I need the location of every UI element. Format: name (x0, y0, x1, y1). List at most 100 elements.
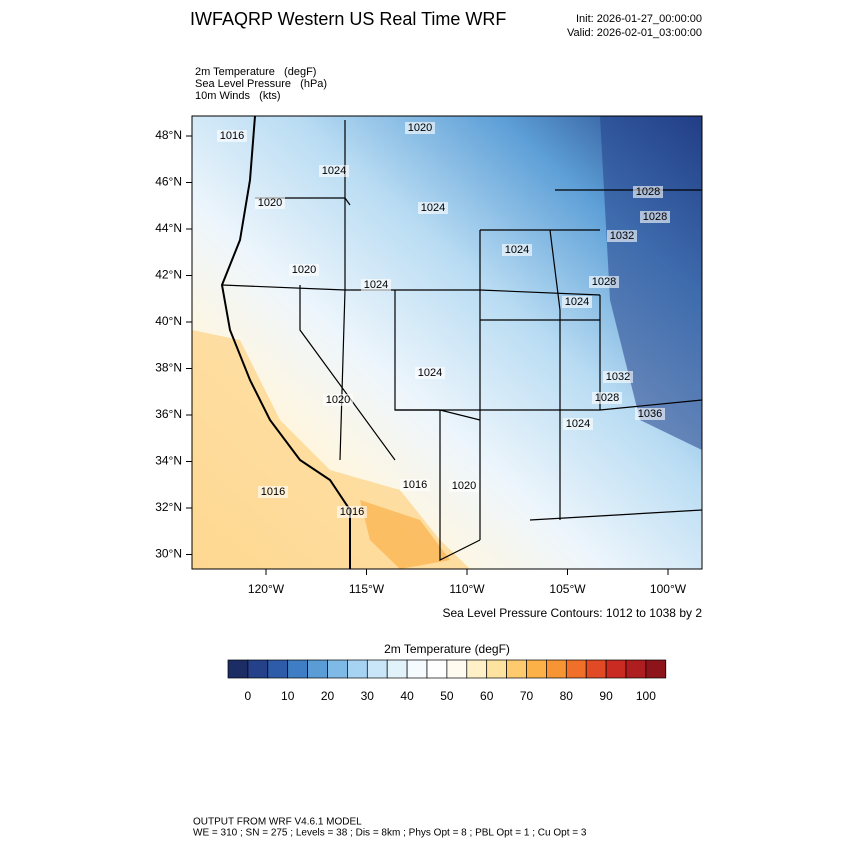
lat-label: 38°N (155, 361, 182, 375)
lat-label: 40°N (155, 314, 182, 328)
contour-label-box (337, 506, 367, 518)
contour-label-box (258, 486, 288, 498)
map-frame (191, 115, 703, 570)
contour-label-box (361, 279, 391, 291)
colorbar-swatch (446, 659, 468, 679)
lon-label: 105°W (549, 582, 586, 596)
contour-label: 1020 (452, 480, 476, 492)
contour-label: 1016 (261, 486, 285, 498)
contour-label-box (592, 392, 622, 404)
colorbar-label: 30 (361, 689, 375, 703)
colorbar-label: 80 (560, 689, 574, 703)
colorbar-swatch (506, 659, 527, 679)
footer-line: WE = 310 ; SN = 275 ; Levels = 38 ; Dis … (193, 828, 587, 839)
contour-label: 1024 (505, 244, 529, 256)
contour-label: 1028 (595, 392, 619, 404)
contour-label: 1020 (258, 197, 282, 209)
contour-label-box (562, 296, 592, 308)
colorbar-swatch (486, 659, 507, 679)
axes: 48°N 46°N 44°N 42°N 40°N 38°N 36°N 34°N 32°N 30°N… (155, 128, 687, 596)
colorbar-label: 60 (480, 689, 494, 703)
lat-label: 30°N (155, 547, 182, 561)
colorbar-swatch (366, 659, 388, 679)
colorbar-swatch (327, 659, 348, 679)
lat-label: 36°N (155, 407, 182, 421)
contour-label: 1020 (326, 394, 350, 406)
colorbar-swatch (287, 659, 308, 679)
contour-label-box (633, 186, 663, 198)
contour-label-box (563, 418, 593, 430)
init-time: Init: 2026-01-27_00:00:00 (576, 13, 702, 25)
contour-label: 1036 (638, 408, 662, 420)
contour-label: 1028 (636, 186, 660, 198)
colorbar-label: 40 (400, 689, 414, 703)
lon-label: 120°W (248, 582, 285, 596)
contour-label: 1024 (421, 202, 445, 214)
state-borders (221, 120, 702, 561)
colorbar-label: 100 (636, 689, 656, 703)
colorbar-label: 90 (599, 689, 613, 703)
contour-label-box (217, 130, 247, 142)
contour-label-box (418, 202, 448, 214)
valid-time: Valid: 2026-02-01_03:00:00 (567, 27, 702, 39)
contour-label-box (603, 371, 633, 383)
colorbar-label: 0 (245, 689, 252, 703)
lat-label: 34°N (155, 454, 182, 468)
colorbar-swatch (625, 659, 647, 679)
field-name: 10m Winds (kts) (195, 90, 281, 102)
contour-label-box (449, 480, 479, 492)
lat-label: 44°N (155, 221, 182, 235)
lon-label: 110°W (449, 582, 485, 596)
colorbar-swatch (526, 659, 547, 679)
contour-label: 1020 (408, 122, 432, 134)
lat-label: 32°N (155, 500, 182, 514)
colorbar-swatch (585, 659, 607, 679)
contour-label-box (589, 276, 619, 288)
contour-label: 1032 (610, 230, 634, 242)
footer-line: OUTPUT FROM WRF V4.6.1 MODEL (193, 817, 362, 828)
lat-label: 42°N (155, 268, 182, 282)
colorbar-swatch (426, 659, 448, 679)
cold-region (600, 116, 702, 450)
contour-label: 1016 (340, 506, 364, 518)
contour-label-box (255, 197, 285, 209)
coastline (220, 116, 351, 569)
colorbar-label: 70 (520, 689, 534, 703)
colorbar-swatch (267, 659, 289, 679)
colorbar-label: 20 (321, 689, 335, 703)
colorbar-swatch (645, 659, 667, 679)
contour-label: 1016 (403, 479, 427, 491)
colorbar-swatch (546, 659, 567, 679)
contour-label: 1024 (418, 367, 442, 379)
contour-label-box (319, 165, 349, 177)
lon-label: 100°W (650, 582, 687, 596)
colorbar-label: 50 (440, 689, 454, 703)
colorbar: 0 10 20 30 40 50 60 70 80 90 100 (227, 659, 667, 703)
warm-region (192, 330, 470, 569)
colorbar-swatch (466, 659, 488, 679)
contour-labels: 1016 1020 1024 1020 1024 1020 1024 1024 1024 1028… (217, 122, 670, 518)
field-list: 2m Temperature (degF)Sea Level Pressure … (195, 66, 327, 102)
field-name: Sea Level Pressure (hPa) (195, 78, 327, 90)
contour-label-box (405, 122, 435, 134)
lon-label: 115°W (349, 582, 385, 596)
contour-label-box (400, 479, 430, 491)
lat-label: 46°N (155, 175, 182, 189)
map-area: 1016 1020 1024 1020 1024 1020 1024 1024 1024 1028… (192, 116, 702, 569)
contour-note: Sea Level Pressure Contours: 1012 to 103… (443, 606, 703, 620)
contour-label: 1016 (220, 130, 244, 142)
contour-label-box (607, 230, 637, 242)
contour-label: 1024 (322, 165, 346, 177)
contour-label: 1024 (364, 279, 388, 291)
contour-label: 1032 (606, 371, 630, 383)
contour-label: 1028 (643, 211, 667, 223)
colorbar-swatch (386, 659, 408, 679)
colorbar-swatch (605, 659, 627, 679)
colorbar-swatch (565, 659, 587, 679)
colorbar-swatch (307, 659, 328, 679)
lat-label: 48°N (155, 128, 182, 142)
contour-label-box (323, 394, 353, 406)
colorbar-swatch (406, 659, 428, 679)
contour-label-box (415, 367, 445, 379)
